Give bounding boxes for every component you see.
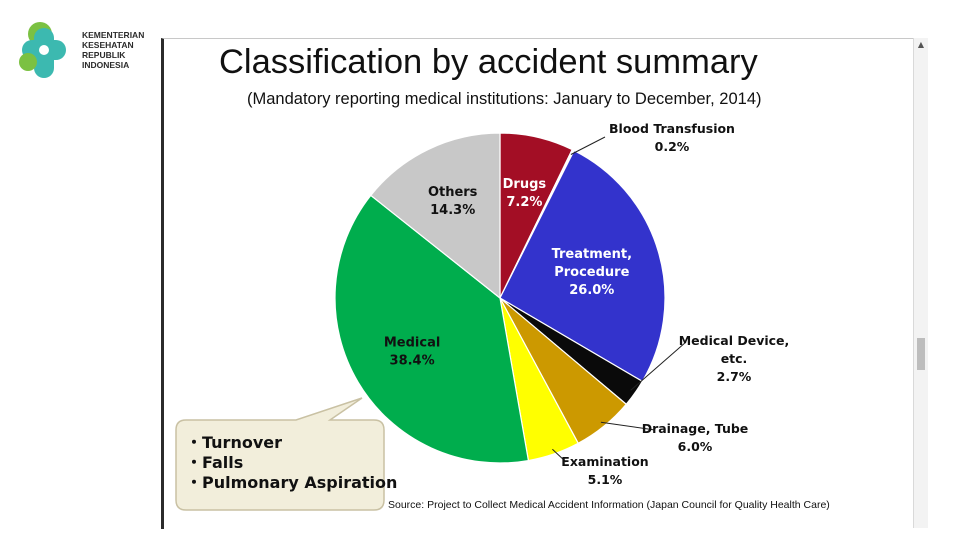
slice-value-label: 26.0% [569, 283, 614, 298]
callout-list: ・Turnover ・Falls ・Pulmonary Aspiration [186, 433, 397, 493]
slice-value-label: 14.3% [430, 203, 475, 218]
chart-subtitle: (Mandatory reporting medical institution… [247, 90, 762, 108]
slice-label: Others [428, 185, 478, 200]
logo-line: REPUBLIK [82, 50, 126, 60]
pie-slice-treatment-procedure [499, 149, 666, 383]
slice-label: Examination [561, 454, 648, 469]
leader-line [570, 136, 606, 155]
pie-slice-others [369, 132, 501, 300]
callout-item: ・Falls [186, 453, 244, 472]
chart-title: Classification by accident summary [219, 43, 758, 81]
callout-bubble [175, 397, 385, 511]
slice-label: Drainage, Tube [642, 421, 749, 436]
slice-value-label: 6.0% [678, 439, 713, 454]
logo-line: KESEHATAN [82, 40, 134, 50]
logo-line: KEMENTERIAN [82, 30, 145, 40]
callout-item: ・Turnover [186, 433, 282, 452]
ministry-logo: KEMENTERIAN KESEHATAN REPUBLIK INDONESIA [14, 18, 164, 84]
slice-label: Blood Transfusion [609, 121, 735, 136]
slice-value-label: 5.1% [588, 472, 623, 487]
slice-label: etc. [721, 351, 748, 366]
logo-emblem-icon [19, 22, 66, 78]
slice-value-label: 38.4% [390, 353, 435, 368]
slice-label: Medical [384, 335, 440, 350]
slice-label: Medical Device, [679, 333, 790, 348]
slice-label: Procedure [554, 265, 629, 280]
scroll-thumb[interactable] [917, 338, 925, 370]
leader-line [552, 448, 567, 463]
callout-item: ・Pulmonary Aspiration [186, 473, 398, 492]
logo-line: INDONESIA [82, 60, 130, 70]
leader-line [600, 421, 656, 431]
slice-label: Treatment, [552, 247, 632, 262]
pie-slice-medical [334, 194, 530, 464]
slice-label: Drugs [503, 177, 547, 192]
vertical-scrollbar[interactable]: ▲ [913, 38, 928, 528]
logo-text: KEMENTERIAN KESEHATAN REPUBLIK INDONESIA [82, 30, 144, 70]
slice-value-label: 7.2% [506, 195, 542, 210]
scroll-up-arrow-icon[interactable]: ▲ [917, 40, 925, 49]
slice-value-label: 2.7% [717, 369, 752, 384]
slice-value-label: 0.2% [655, 139, 690, 154]
source-note: Source: Project to Collect Medical Accid… [388, 499, 830, 511]
leader-line [630, 341, 687, 391]
